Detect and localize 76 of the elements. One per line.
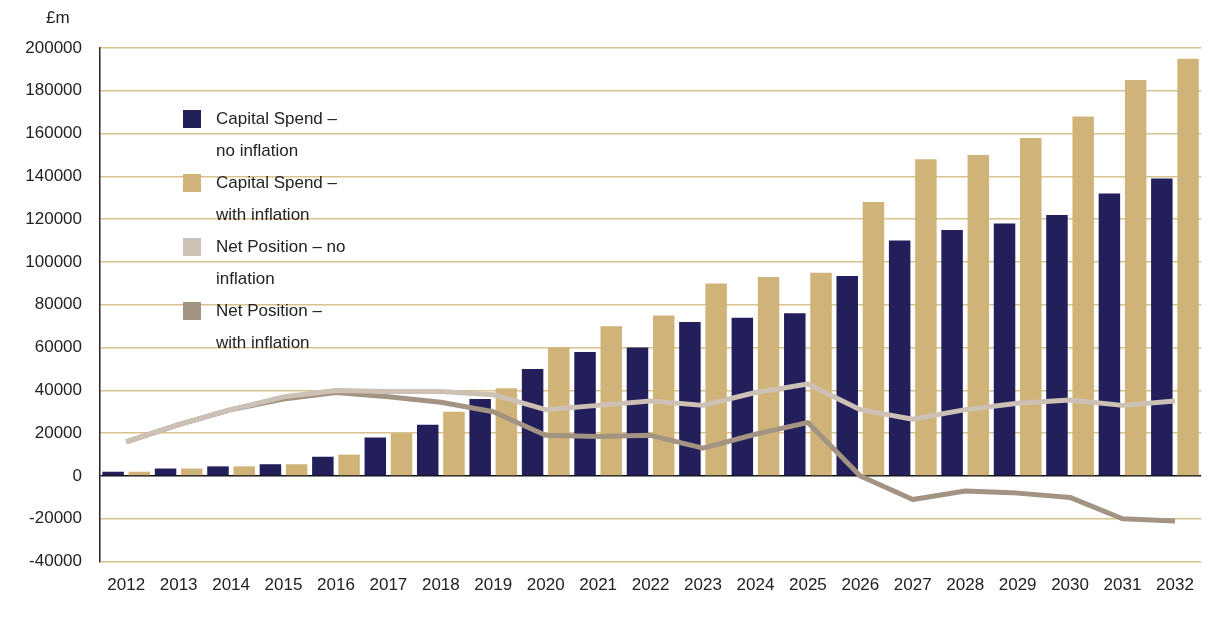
bar bbox=[207, 466, 229, 476]
bar bbox=[574, 351, 596, 476]
y-tick-label: 100000 bbox=[25, 251, 82, 271]
x-tick-label: 2020 bbox=[526, 575, 565, 595]
x-tick-label: 2028 bbox=[946, 575, 985, 595]
x-tick-label: 2029 bbox=[998, 575, 1037, 595]
bar bbox=[312, 456, 334, 476]
bar bbox=[705, 283, 727, 476]
bar bbox=[915, 159, 937, 476]
bar bbox=[1151, 178, 1173, 476]
x-tick-label: 2018 bbox=[421, 575, 460, 595]
x-tick-label: 2019 bbox=[474, 575, 513, 595]
x-tick-label: 2031 bbox=[1103, 575, 1142, 595]
x-tick-label: 2016 bbox=[317, 575, 355, 595]
x-tick-label: 2022 bbox=[631, 575, 670, 595]
x-tick-label: 2023 bbox=[684, 575, 722, 595]
bar bbox=[233, 466, 255, 476]
y-tick-label: 40000 bbox=[34, 380, 82, 400]
x-tick-label: 2026 bbox=[841, 575, 880, 595]
y-tick-label: 200000 bbox=[25, 37, 82, 57]
bar bbox=[1020, 137, 1042, 476]
x-tick-label: 2012 bbox=[107, 575, 146, 595]
bar bbox=[679, 321, 701, 476]
bar bbox=[1177, 58, 1199, 476]
bar bbox=[888, 240, 911, 476]
legend-label: Capital Spend – no inflation bbox=[216, 108, 338, 162]
bar bbox=[416, 424, 439, 476]
y-axis-title: £m bbox=[46, 8, 70, 28]
bar bbox=[181, 468, 203, 476]
legend-label: Net Position – no inflation bbox=[216, 236, 347, 290]
y-tick-label: -20000 bbox=[29, 508, 82, 528]
bar bbox=[757, 276, 780, 476]
x-tick-label: 2032 bbox=[1156, 575, 1194, 595]
bar bbox=[1124, 80, 1147, 476]
x-tick-label: 2030 bbox=[1051, 575, 1089, 595]
x-tick-label: 2013 bbox=[159, 575, 198, 595]
x-tick-label: 2014 bbox=[212, 575, 251, 595]
y-tick-label: 160000 bbox=[25, 123, 82, 143]
y-tick-label: 80000 bbox=[34, 294, 82, 314]
bar bbox=[1098, 193, 1121, 476]
bar bbox=[810, 272, 832, 476]
bar bbox=[652, 315, 675, 476]
bar bbox=[731, 317, 754, 476]
y-tick-label: -40000 bbox=[29, 551, 82, 571]
bar bbox=[443, 411, 465, 476]
y-tick-label: 0 bbox=[72, 465, 82, 485]
bar bbox=[993, 223, 1016, 476]
y-tick-label: 60000 bbox=[34, 337, 82, 357]
legend-label: Capital Spend – with inflation bbox=[216, 172, 338, 226]
bar bbox=[784, 313, 806, 476]
bar bbox=[941, 229, 963, 476]
bar bbox=[390, 433, 413, 476]
bar bbox=[1046, 214, 1068, 476]
bar bbox=[967, 155, 990, 476]
bar bbox=[338, 454, 360, 476]
bar bbox=[600, 326, 623, 476]
x-tick-label: 2024 bbox=[736, 575, 775, 595]
y-tick-label: 120000 bbox=[25, 208, 82, 228]
bar bbox=[836, 275, 858, 476]
x-tick-label: 2015 bbox=[264, 575, 303, 595]
bar bbox=[364, 437, 387, 476]
bar bbox=[259, 464, 282, 476]
y-tick-label: 20000 bbox=[34, 422, 82, 442]
legend-label: Net Position – with inflation bbox=[216, 300, 323, 354]
bar bbox=[469, 398, 491, 476]
bar bbox=[626, 347, 649, 476]
x-tick-label: 2027 bbox=[893, 575, 932, 595]
bar bbox=[285, 464, 308, 476]
bar bbox=[862, 202, 885, 476]
y-tick-label: 180000 bbox=[25, 80, 82, 100]
x-tick-label: 2025 bbox=[788, 575, 827, 595]
bar bbox=[1072, 116, 1094, 476]
x-tick-label: 2021 bbox=[579, 575, 618, 595]
bar bbox=[548, 347, 570, 476]
y-tick-label: 140000 bbox=[25, 166, 82, 186]
x-tick-label: 2017 bbox=[369, 575, 408, 595]
